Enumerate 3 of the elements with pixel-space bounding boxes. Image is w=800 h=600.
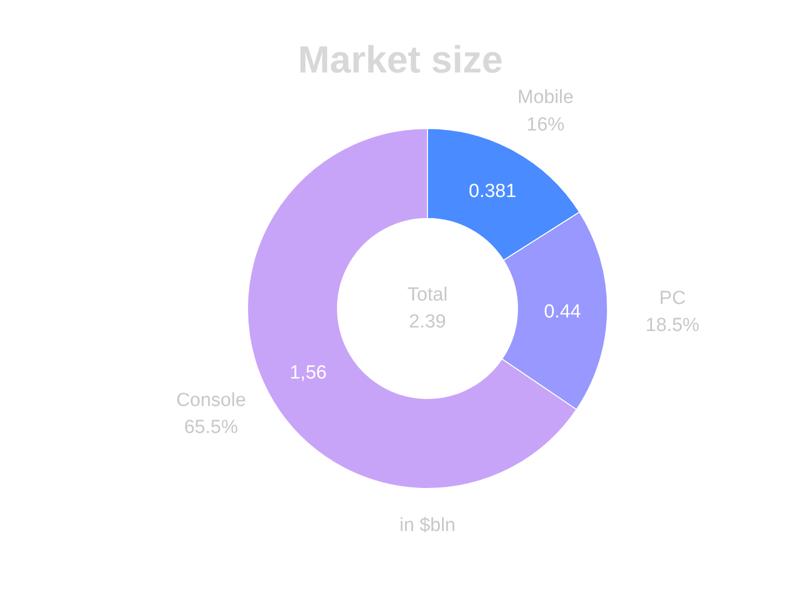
data-label: 0.44 <box>544 302 582 323</box>
data-label: 1,56 <box>290 362 327 384</box>
data-label: 0.381 <box>468 181 516 202</box>
